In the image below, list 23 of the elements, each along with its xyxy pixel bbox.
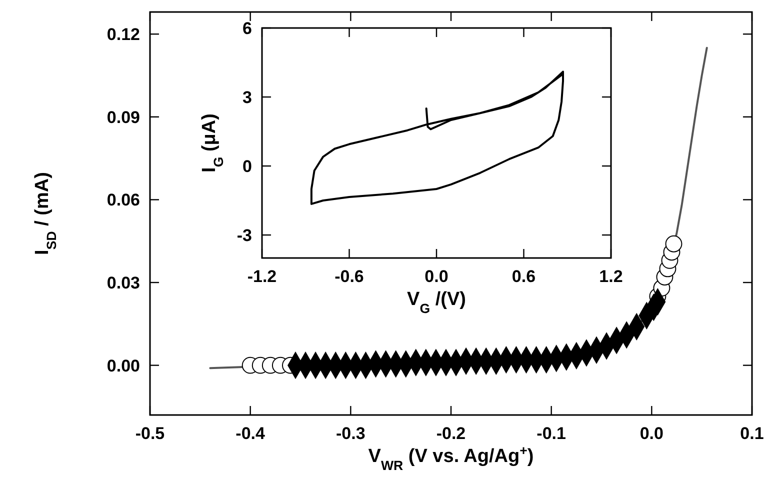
y-tick-label: 0.06 (106, 190, 140, 210)
x-tick-label: -0.3 (336, 424, 366, 443)
y-tick-label: -3 (236, 226, 252, 245)
x-tick-label: 0.1 (740, 424, 764, 443)
y-tick-label: 3 (242, 88, 252, 107)
x-tick-label: -1.2 (247, 267, 277, 286)
x-tick-label: -0.6 (334, 267, 364, 286)
x-axis-title: V$_{G}$ /(V) (407, 289, 466, 316)
x-tick-label: 1.2 (599, 267, 623, 286)
y-tick-label: 0.00 (106, 356, 140, 376)
x-axis-title: V$_{WR}$ (V vs. Ag/Ag$^{+}$) (368, 442, 534, 472)
x-tick-label: 0.6 (512, 267, 536, 286)
x-tick-label: 0.0 (640, 424, 664, 443)
x-tick-label: 0.0 (424, 267, 448, 286)
x-tick-label: -0.1 (536, 424, 566, 443)
y-tick-label: 0 (242, 156, 252, 176)
y-tick-label: 0.03 (106, 273, 140, 292)
x-tick-label: -0.4 (236, 424, 266, 443)
y-tick-label: 6 (242, 18, 252, 38)
y-tick-label: 0.12 (106, 25, 140, 44)
y-tick-label: 0.09 (106, 108, 140, 127)
x-tick-label: -0.2 (436, 424, 466, 443)
x-tick-label: -0.5 (135, 424, 165, 443)
